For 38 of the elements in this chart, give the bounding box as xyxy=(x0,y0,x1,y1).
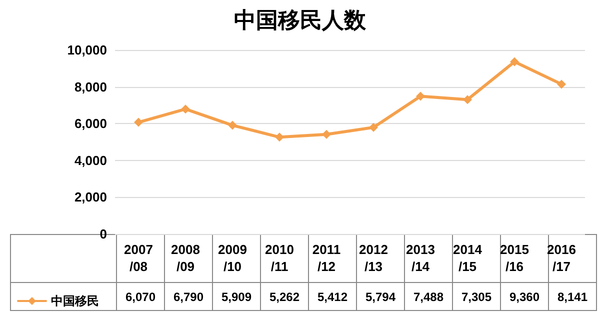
data-label: 6,070 xyxy=(116,282,164,310)
y-tick-label: 8,000 xyxy=(74,79,107,94)
y-tick-label: 10,000 xyxy=(67,42,107,58)
y-tick-label: 6,000 xyxy=(74,116,107,132)
y-tick-label: 4,000 xyxy=(74,152,107,168)
point xyxy=(463,95,472,104)
point xyxy=(510,57,519,66)
data-label: 5,794 xyxy=(356,282,404,310)
data-label: 6,790 xyxy=(164,282,212,310)
x-tick-label: 2008/09 xyxy=(171,242,200,274)
y-tick-label: 2,000 xyxy=(74,190,107,205)
data-label: 8,141 xyxy=(548,282,596,310)
data-label: 7,305 xyxy=(452,282,500,310)
point xyxy=(322,130,331,139)
point xyxy=(134,118,143,127)
x-tick-label: 2013/14 xyxy=(406,242,435,274)
data-label: 7,488 xyxy=(404,282,452,310)
point xyxy=(228,120,237,130)
x-tick-label: 2014/15 xyxy=(453,242,483,274)
data-label: 5,412 xyxy=(308,282,356,310)
x-tick-label: 2007/08 xyxy=(124,242,153,274)
x-tick-label: 2012/13 xyxy=(359,242,388,274)
x-tick-label: 2009/10 xyxy=(218,242,247,274)
point xyxy=(275,132,284,142)
x-tick-label: 2011/12 xyxy=(312,242,341,274)
point xyxy=(416,92,425,101)
point xyxy=(369,122,378,132)
point xyxy=(181,104,190,114)
point xyxy=(557,80,566,89)
x-tick-label: 2010/11 xyxy=(265,242,294,274)
data-label: 5,262 xyxy=(260,282,308,310)
data-label: 5,909 xyxy=(212,282,260,310)
x-tick-label: 2015/16 xyxy=(500,242,529,274)
chart-title: 中国移民人数 xyxy=(234,8,367,32)
x-tick-label: 2016/17 xyxy=(547,242,576,274)
legend-label: 中国移民 xyxy=(51,294,99,308)
data-label: 9,360 xyxy=(500,282,548,310)
y-tick-label: 0 xyxy=(100,226,107,242)
